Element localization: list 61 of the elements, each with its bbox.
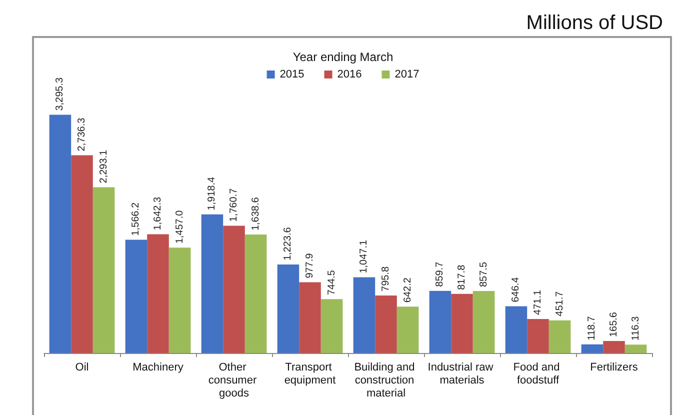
bar — [244, 234, 267, 353]
data-label: 451.7 — [554, 290, 566, 316]
bar — [125, 240, 148, 353]
x-tick-label: Machinery — [132, 362, 184, 374]
bar — [223, 226, 245, 353]
bar — [320, 299, 343, 353]
bar — [71, 155, 93, 353]
bar — [49, 114, 72, 353]
bar — [624, 344, 647, 353]
legend-label: 2017 — [394, 68, 420, 80]
x-tick-label: Industrial raw materials — [428, 362, 496, 386]
bar — [451, 294, 473, 353]
data-label: 116.3 — [630, 316, 642, 341]
data-label: 1,918.4 — [206, 176, 218, 210]
data-label: 817.8 — [456, 264, 468, 290]
bar — [201, 214, 224, 353]
bar — [147, 234, 169, 353]
data-label: 1,047.1 — [358, 240, 370, 274]
x-tick-label: Transport equipment — [284, 362, 336, 386]
data-label: 2,736.3 — [76, 117, 88, 152]
bar — [548, 320, 571, 353]
bar — [299, 282, 321, 353]
x-tick-label: Fertilizers — [590, 362, 638, 374]
bar — [603, 341, 625, 353]
bar — [277, 264, 300, 353]
data-label: 1,760.7 — [228, 188, 240, 222]
data-label: 118.7 — [586, 316, 598, 340]
data-label: 795.8 — [380, 266, 392, 292]
data-label: 1,457.0 — [174, 210, 186, 244]
data-label: 165.6 — [608, 312, 620, 338]
data-label: 471.1 — [532, 289, 544, 315]
bar — [353, 277, 376, 353]
data-label: 1,642.3 — [152, 196, 164, 230]
data-label: 642.2 — [402, 277, 414, 303]
data-label: 977.9 — [304, 252, 316, 278]
bar — [375, 295, 397, 353]
data-label: 857.5 — [478, 262, 490, 288]
data-label: 1,566.2 — [130, 202, 142, 236]
x-tick-label: Oil — [75, 362, 89, 374]
legend-title: Year ending March — [292, 50, 394, 64]
data-label: 2,293.1 — [98, 149, 110, 184]
bar — [505, 306, 528, 353]
chart-subtitle: Millions of USD — [526, 12, 664, 34]
x-tick-label: Building and construction material — [354, 362, 418, 400]
data-label: 3,295.3 — [54, 76, 66, 111]
bar — [581, 344, 604, 353]
bar — [396, 306, 419, 353]
bar — [429, 290, 452, 353]
bar — [527, 318, 549, 353]
bar — [92, 187, 115, 353]
bar — [168, 248, 191, 353]
x-tick-label: Food and foodstuff — [513, 362, 563, 386]
data-label: 1,638.6 — [250, 196, 262, 231]
data-label: 744.5 — [326, 270, 338, 296]
legend-label: 2016 — [337, 68, 362, 80]
data-label: 859.7 — [434, 261, 446, 287]
bar — [472, 291, 495, 353]
data-label: 646.4 — [510, 276, 522, 302]
x-tick-label: Other consumer goods — [208, 362, 260, 400]
data-label: 1,223.6 — [282, 226, 294, 261]
legend-label: 2015 — [280, 68, 304, 80]
